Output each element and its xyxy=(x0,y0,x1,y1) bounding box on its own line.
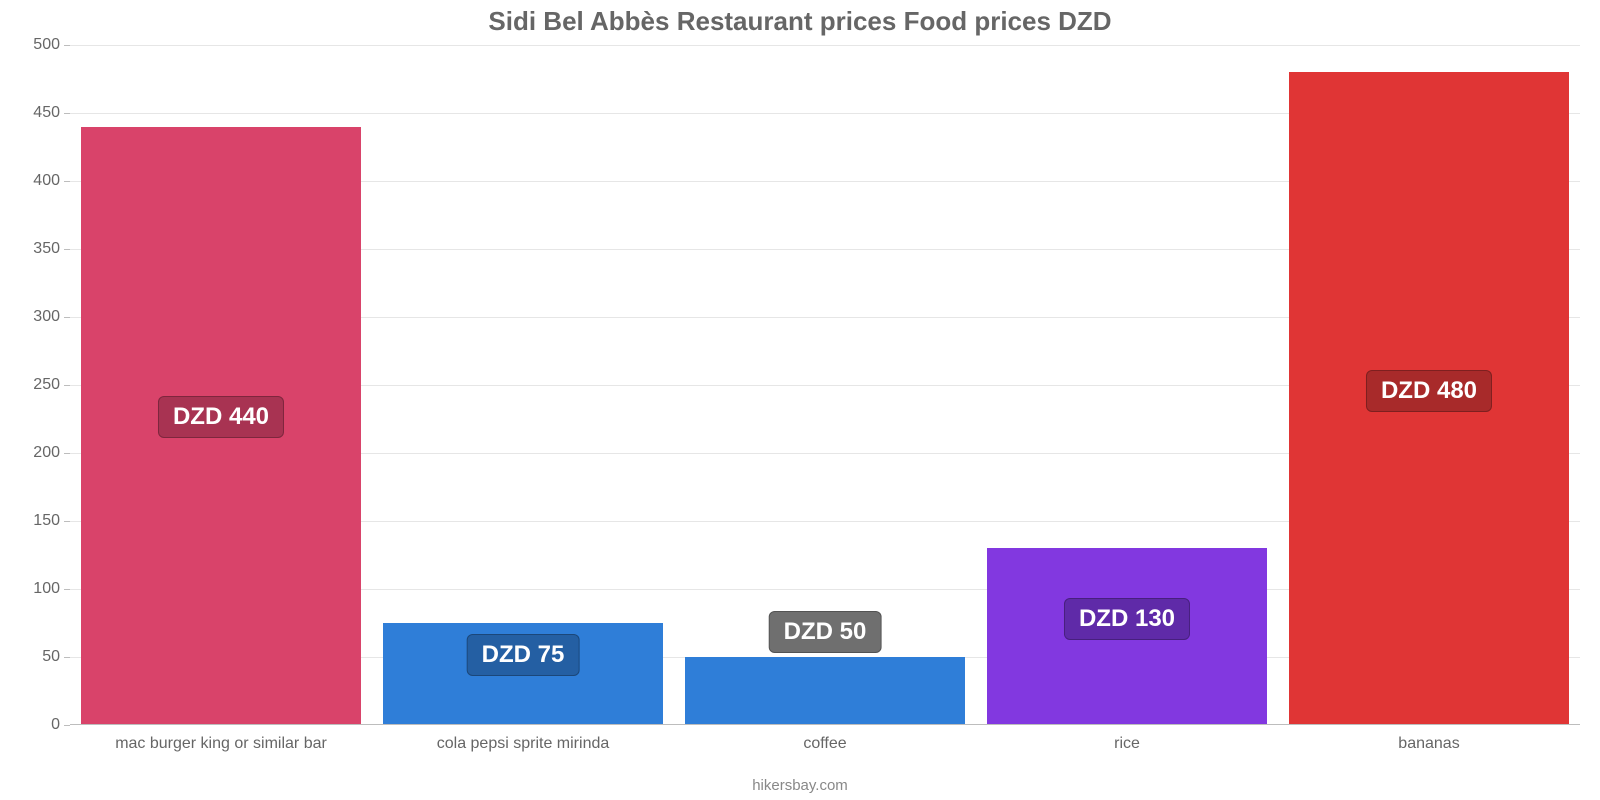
x-tick-label: coffee xyxy=(803,735,846,753)
y-tick-label: 200 xyxy=(33,444,70,462)
y-tick-label: 250 xyxy=(33,376,70,394)
x-tick-label: mac burger king or similar bar xyxy=(115,735,327,753)
chart-footer: hikersbay.com xyxy=(0,777,1600,794)
x-tick-label: rice xyxy=(1114,735,1140,753)
y-tick-label: 50 xyxy=(42,648,70,666)
bar-value-label: DZD 480 xyxy=(1366,370,1492,412)
bar-value-label: DZD 130 xyxy=(1064,598,1190,640)
plot-area: DZD 440DZD 75DZD 50DZD 130DZD 480 mac bu… xyxy=(70,45,1580,725)
y-tick-label: 150 xyxy=(33,512,70,530)
chart-title: Sidi Bel Abbès Restaurant prices Food pr… xyxy=(0,6,1600,37)
y-tick-label: 300 xyxy=(33,308,70,326)
x-axis-labels: mac burger king or similar bar cola pepsi… xyxy=(70,725,1580,765)
y-tick-label: 500 xyxy=(33,36,70,54)
bar xyxy=(685,657,966,725)
chart-container: Sidi Bel Abbès Restaurant prices Food pr… xyxy=(0,0,1600,800)
bar-value-label: DZD 50 xyxy=(769,611,882,653)
y-tick-label: 0 xyxy=(51,716,70,734)
x-tick-label: cola pepsi sprite mirinda xyxy=(437,735,610,753)
y-tick-label: 450 xyxy=(33,104,70,122)
y-tick-label: 350 xyxy=(33,240,70,258)
bar-value-label: DZD 440 xyxy=(158,396,284,438)
y-tick-label: 100 xyxy=(33,580,70,598)
bars-group: DZD 440 DZD 75 DZD 50 DZD 130 DZD 480 xyxy=(70,45,1580,725)
bar-value-label: DZD 75 xyxy=(467,634,580,676)
y-tick-label: 400 xyxy=(33,172,70,190)
x-tick-label: bananas xyxy=(1398,735,1459,753)
